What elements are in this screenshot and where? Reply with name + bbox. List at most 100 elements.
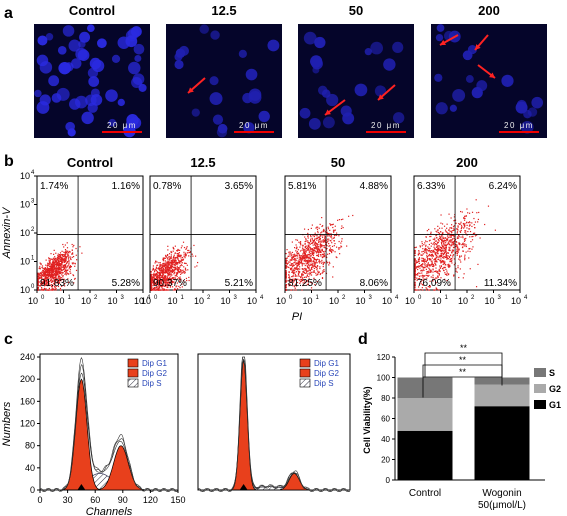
event-dot (316, 248, 318, 250)
event-dot (158, 285, 160, 287)
event-dot (176, 267, 178, 269)
event-dot (305, 272, 308, 274)
event-dot (41, 266, 43, 269)
event-dot (330, 224, 332, 226)
event-dot (414, 263, 416, 266)
event-dot (171, 268, 173, 271)
event-dot (44, 275, 46, 277)
cell (81, 111, 94, 125)
event-dot (171, 257, 173, 259)
event-dot (285, 280, 287, 283)
event-dot (60, 289, 62, 291)
image-title: Control (69, 3, 115, 18)
event-dot (315, 242, 317, 244)
event-dot (434, 259, 437, 261)
cell (364, 48, 372, 56)
event-dot (471, 222, 473, 224)
event-dot (328, 245, 330, 247)
event-dot (61, 269, 64, 271)
event-dot (323, 252, 325, 254)
event-dot (469, 236, 471, 238)
event-dot (182, 280, 185, 282)
event-dot (48, 274, 50, 276)
event-dot (419, 246, 422, 248)
event-dot (69, 266, 71, 269)
event-dot (171, 281, 173, 283)
cell (311, 57, 323, 70)
event-dot (307, 237, 309, 239)
event-dot (448, 243, 450, 245)
event-dot (180, 255, 182, 257)
event-dot (430, 259, 432, 261)
event-dot (465, 232, 467, 234)
event-dot (50, 265, 52, 267)
scale-bar-label: 20 μm (107, 121, 137, 130)
event-dot (462, 237, 464, 239)
event-dot (72, 263, 74, 265)
event-dot (60, 265, 62, 268)
event-dot (158, 273, 161, 276)
event-dot (448, 249, 451, 252)
event-dot (417, 278, 420, 280)
event-dot (60, 257, 62, 259)
event-dot (449, 284, 451, 286)
event-dot (310, 249, 312, 251)
event-dot (178, 267, 180, 269)
event-dot (437, 229, 439, 231)
cell (322, 116, 335, 129)
event-dot (313, 267, 316, 270)
event-dot (298, 254, 300, 256)
event-dot (320, 261, 322, 263)
event-dot (301, 249, 303, 251)
event-dot (445, 230, 447, 233)
event-dot (162, 260, 165, 262)
event-dot (163, 270, 165, 272)
event-dot (453, 216, 456, 218)
cell (69, 98, 81, 110)
x-tick-base: 10 (484, 296, 494, 306)
event-dot (151, 269, 154, 271)
quadrant-value: 91.83% (40, 278, 74, 289)
event-dot (162, 263, 164, 265)
event-dot (304, 281, 306, 283)
event-dot (40, 263, 42, 265)
event-dot (434, 261, 436, 263)
event-dot (51, 264, 53, 266)
event-dot (68, 263, 70, 265)
event-dot (46, 268, 48, 270)
event-dot (57, 263, 59, 266)
event-dot (169, 268, 171, 270)
event-dot (49, 260, 51, 262)
event-dot (63, 257, 66, 259)
event-dot (425, 244, 427, 246)
event-dot (45, 271, 47, 273)
event-dot (451, 227, 453, 229)
event-dot (293, 255, 295, 257)
event-dot (64, 273, 66, 275)
event-dot (301, 265, 303, 267)
g2-peak (40, 445, 178, 491)
event-dot (157, 282, 160, 284)
event-dot (453, 240, 456, 243)
event-dot (55, 252, 57, 254)
event-dot (451, 224, 453, 226)
event-dot (324, 239, 327, 241)
event-dot (317, 270, 319, 272)
event-dot (165, 275, 167, 278)
event-dot (294, 283, 297, 285)
event-dot (44, 268, 46, 270)
event-dot (313, 250, 315, 252)
event-dot (155, 283, 158, 286)
event-dot (295, 250, 297, 252)
event-dot (299, 255, 301, 257)
event-dot (291, 269, 293, 271)
event-dot (41, 271, 43, 273)
y-tick-label: 240 (20, 352, 35, 362)
arrow-head (440, 39, 446, 45)
event-dot (440, 250, 442, 253)
event-dot (288, 276, 291, 278)
event-dot (421, 257, 423, 259)
event-dot (161, 266, 163, 269)
event-dot (152, 282, 155, 284)
event-dot (416, 279, 418, 281)
